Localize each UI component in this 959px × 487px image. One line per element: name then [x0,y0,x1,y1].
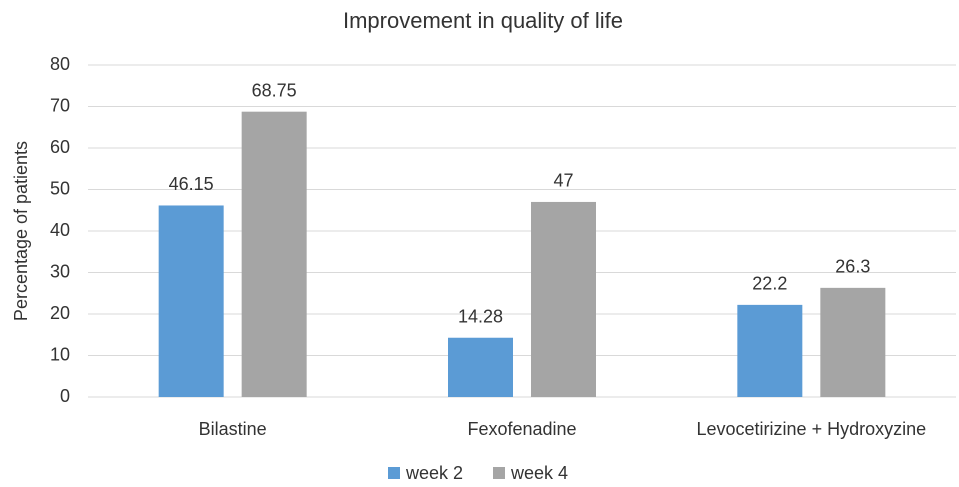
y-tick-label: 0 [60,386,70,406]
y-tick-label: 10 [50,344,70,364]
y-tick-label: 80 [50,54,70,74]
y-axis-label: Percentage of patients [11,141,31,321]
bar [820,287,886,397]
bar [241,111,307,397]
x-tick-label: Levocetirizine + Hydroxyzine [697,419,927,439]
legend-label: week 4 [510,463,568,483]
bar [158,205,224,397]
y-tick-label: 60 [50,137,70,157]
y-tick-label: 40 [50,220,70,240]
chart-title: Improvement in quality of life [343,8,623,33]
legend-swatch [493,467,505,479]
data-label: 46.15 [169,174,214,194]
data-label: 14.28 [458,306,503,326]
y-tick-label: 70 [50,95,70,115]
x-tick-label: Fexofenadine [467,419,576,439]
legend-swatch [388,467,400,479]
bar [737,304,803,397]
data-label: 26.3 [835,257,870,277]
bar [448,337,513,397]
data-label: 47 [553,171,573,191]
data-label: 68.75 [252,80,297,100]
bar [531,201,596,397]
y-tick-label: 30 [50,261,70,281]
legend-label: week 2 [405,463,463,483]
data-label: 22.2 [752,274,787,294]
x-tick-label: Bilastine [199,419,267,439]
y-tick-label: 20 [50,303,70,323]
y-tick-label: 50 [50,178,70,198]
